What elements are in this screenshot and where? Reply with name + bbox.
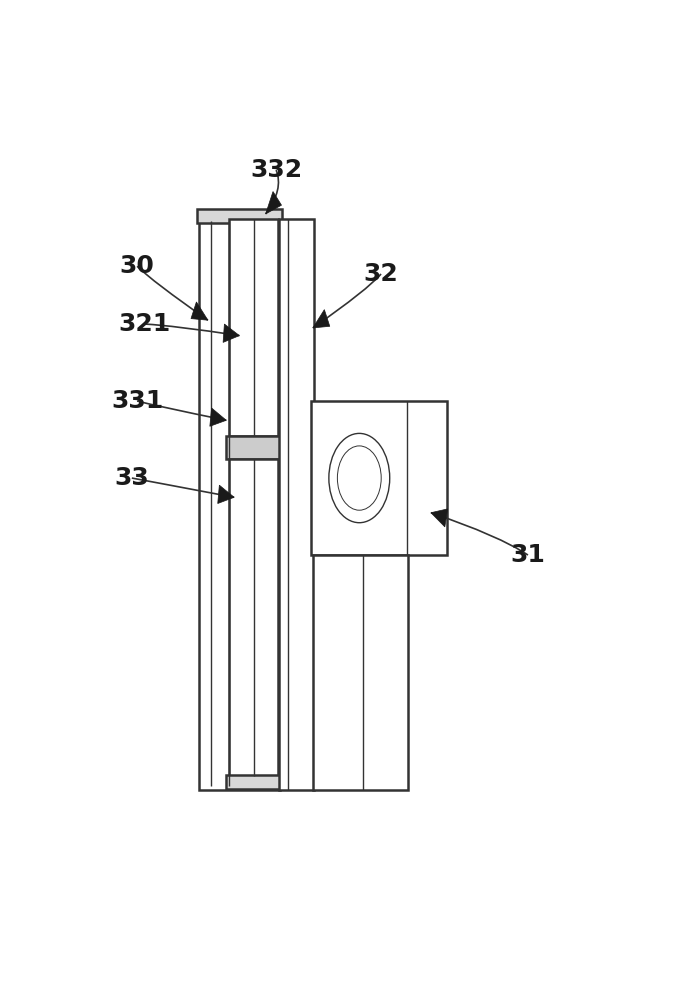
Polygon shape [313, 310, 330, 328]
Text: 32: 32 [364, 262, 399, 286]
Text: 31: 31 [510, 543, 546, 567]
Bar [226, 775, 282, 789]
Bar [226, 436, 282, 459]
Text: 332: 332 [250, 158, 302, 182]
Polygon shape [223, 324, 240, 342]
Bar [279, 219, 314, 790]
Bar [230, 219, 278, 436]
Bar [230, 459, 278, 776]
Bar [197, 209, 282, 223]
Text: 331: 331 [111, 389, 163, 413]
Polygon shape [191, 302, 208, 320]
Bar [311, 401, 447, 555]
Text: 321: 321 [119, 312, 171, 336]
Text: 33: 33 [114, 466, 149, 490]
Bar [313, 555, 408, 790]
Text: 30: 30 [120, 254, 154, 278]
Bar [199, 219, 280, 790]
Polygon shape [218, 485, 234, 504]
Polygon shape [210, 408, 226, 426]
Polygon shape [431, 509, 447, 527]
Polygon shape [265, 192, 282, 214]
